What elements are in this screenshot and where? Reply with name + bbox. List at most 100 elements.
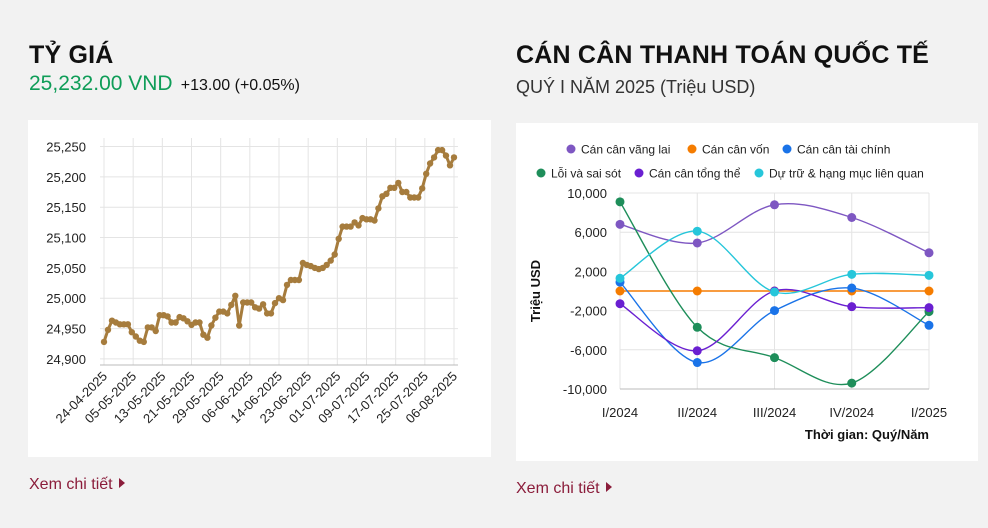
bop-x-axis-title: Thời gian: Quý/Năm [805,427,929,442]
fx-data-point[interactable] [347,223,354,230]
fx-data-point[interactable] [295,276,303,284]
fx-data-point[interactable] [152,327,159,335]
caret-right-icon [118,478,125,488]
fx-data-point[interactable] [100,338,108,346]
bop-legend-item[interactable]: Cán cân tổng thể [634,167,741,181]
bop-x-tick-label: III/2024 [753,405,796,420]
bop-y-tick-label: 2,000 [574,264,607,279]
fx-data-point[interactable] [172,319,179,326]
bop-data-point[interactable] [615,197,625,207]
bop-data-point[interactable] [847,283,857,293]
fx-data-point[interactable] [323,261,330,269]
fx-data-point[interactable] [438,146,446,154]
fx-data-point[interactable] [426,160,434,167]
bop-legend-label: Cán cân tài chính [797,143,890,157]
fx-data-point[interactable] [375,205,382,212]
fx-data-point[interactable] [450,154,458,161]
balance-of-payments-more-link[interactable]: Xem chi tiết [516,480,612,498]
bop-data-point[interactable] [692,346,702,356]
balance-of-payments-chart[interactable]: Cán cân vãng lai Cán cân vốn Cán cân tài c… [516,123,978,461]
bop-data-point[interactable] [692,226,702,236]
fx-data-point[interactable] [204,334,211,341]
fx-data-point[interactable] [164,313,171,320]
fx-data-point[interactable] [279,296,287,304]
bop-legend-item[interactable]: Lỗi và sai sót [536,166,622,181]
fx-data-point[interactable] [196,319,203,326]
exchange-rate-more-link[interactable]: Xem chi tiết [29,476,125,494]
bop-legend-item[interactable]: Cán cân tài chính [782,143,891,157]
fx-data-point[interactable] [248,299,255,306]
bop-legend-label: Cán cân vãng lai [581,143,670,157]
fx-data-point[interactable] [327,257,334,264]
bop-data-point[interactable] [615,219,625,229]
fx-y-tick-label: 25,100 [46,231,86,246]
fx-data-point[interactable] [228,301,235,309]
fx-y-tick-label: 25,150 [46,200,86,215]
bop-legend-item[interactable]: Dự trữ & hạng mục liên quan [754,167,924,181]
fx-data-point[interactable] [140,338,147,346]
bop-legend-label: Cán cân tổng thể [649,167,741,181]
bop-data-point[interactable] [924,270,934,280]
bop-data-point[interactable] [615,286,625,296]
fx-data-point[interactable] [236,322,243,329]
bop-data-point[interactable] [615,273,625,283]
bop-x-tick-label: IV/2024 [829,405,874,420]
fx-data-point[interactable] [259,301,267,308]
bop-x-tick-label: I/2025 [911,405,947,420]
bop-data-point[interactable] [924,248,934,258]
bop-legend-item[interactable]: Cán cân vốn [687,143,770,157]
fx-data-point[interactable] [355,222,362,229]
fx-data-point[interactable] [335,235,342,242]
bop-x-tick-label: II/2024 [677,405,717,420]
bop-data-point[interactable] [847,302,857,312]
fx-data-point[interactable] [212,314,219,321]
fx-data-point[interactable] [391,184,398,191]
balance-of-payments-title: CÁN CÂN THANH TOÁN QUỐC TẾ [516,41,930,69]
bop-data-point[interactable] [770,306,779,316]
fx-data-point[interactable] [395,179,402,187]
fx-data-point[interactable] [371,217,378,224]
exchange-rate-chart[interactable]: 25,250 25,200 25,150 25,100 25,050 25,000 24,9… [28,120,491,457]
bop-data-point[interactable] [847,269,857,279]
bop-data-point[interactable] [924,303,934,313]
exchange-rate-title: TỶ GIÁ [29,41,114,69]
bop-data-point[interactable] [924,320,934,330]
fx-data-point[interactable] [283,281,291,289]
bop-data-point[interactable] [692,322,702,332]
fx-data-point[interactable] [128,329,135,336]
bop-data-point[interactable] [692,238,702,248]
fx-data-point[interactable] [267,310,275,317]
bop-data-point[interactable] [615,299,625,309]
fx-data-point[interactable] [403,188,410,196]
fx-data-point[interactable] [415,194,422,201]
fx-data-point[interactable] [271,299,279,307]
bop-data-point[interactable] [770,287,779,297]
fx-data-point[interactable] [132,333,139,340]
bop-data-point[interactable] [692,358,702,368]
fx-data-point[interactable] [124,321,132,328]
fx-data-point[interactable] [224,310,231,317]
bop-data-point[interactable] [770,353,779,363]
fx-data-point[interactable] [383,190,390,197]
bop-data-point[interactable] [847,378,857,388]
bop-data-point[interactable] [692,286,702,296]
fx-data-point[interactable] [331,251,338,258]
bop-y-tick-label: -2,000 [570,304,607,319]
fx-data-point[interactable] [446,162,454,169]
fx-data-point[interactable] [430,154,438,161]
bop-data-point[interactable] [770,200,779,210]
bop-data-point[interactable] [847,213,857,222]
bop-legend-marker [687,144,697,154]
bop-y-tick-label: 6,000 [574,225,607,240]
bop-data-point[interactable] [924,286,934,296]
bop-legend-marker [754,168,764,178]
fx-data-point[interactable] [232,292,239,299]
fx-data-point[interactable] [255,305,263,312]
bop-legend-item[interactable]: Cán cân vãng lai [566,143,671,157]
fx-data-point[interactable] [419,185,426,192]
fx-data-point[interactable] [104,326,112,333]
fx-data-point[interactable] [423,170,430,177]
fx-data-point[interactable] [442,152,450,159]
bop-legend-marker [782,144,792,154]
fx-data-point[interactable] [208,322,215,329]
